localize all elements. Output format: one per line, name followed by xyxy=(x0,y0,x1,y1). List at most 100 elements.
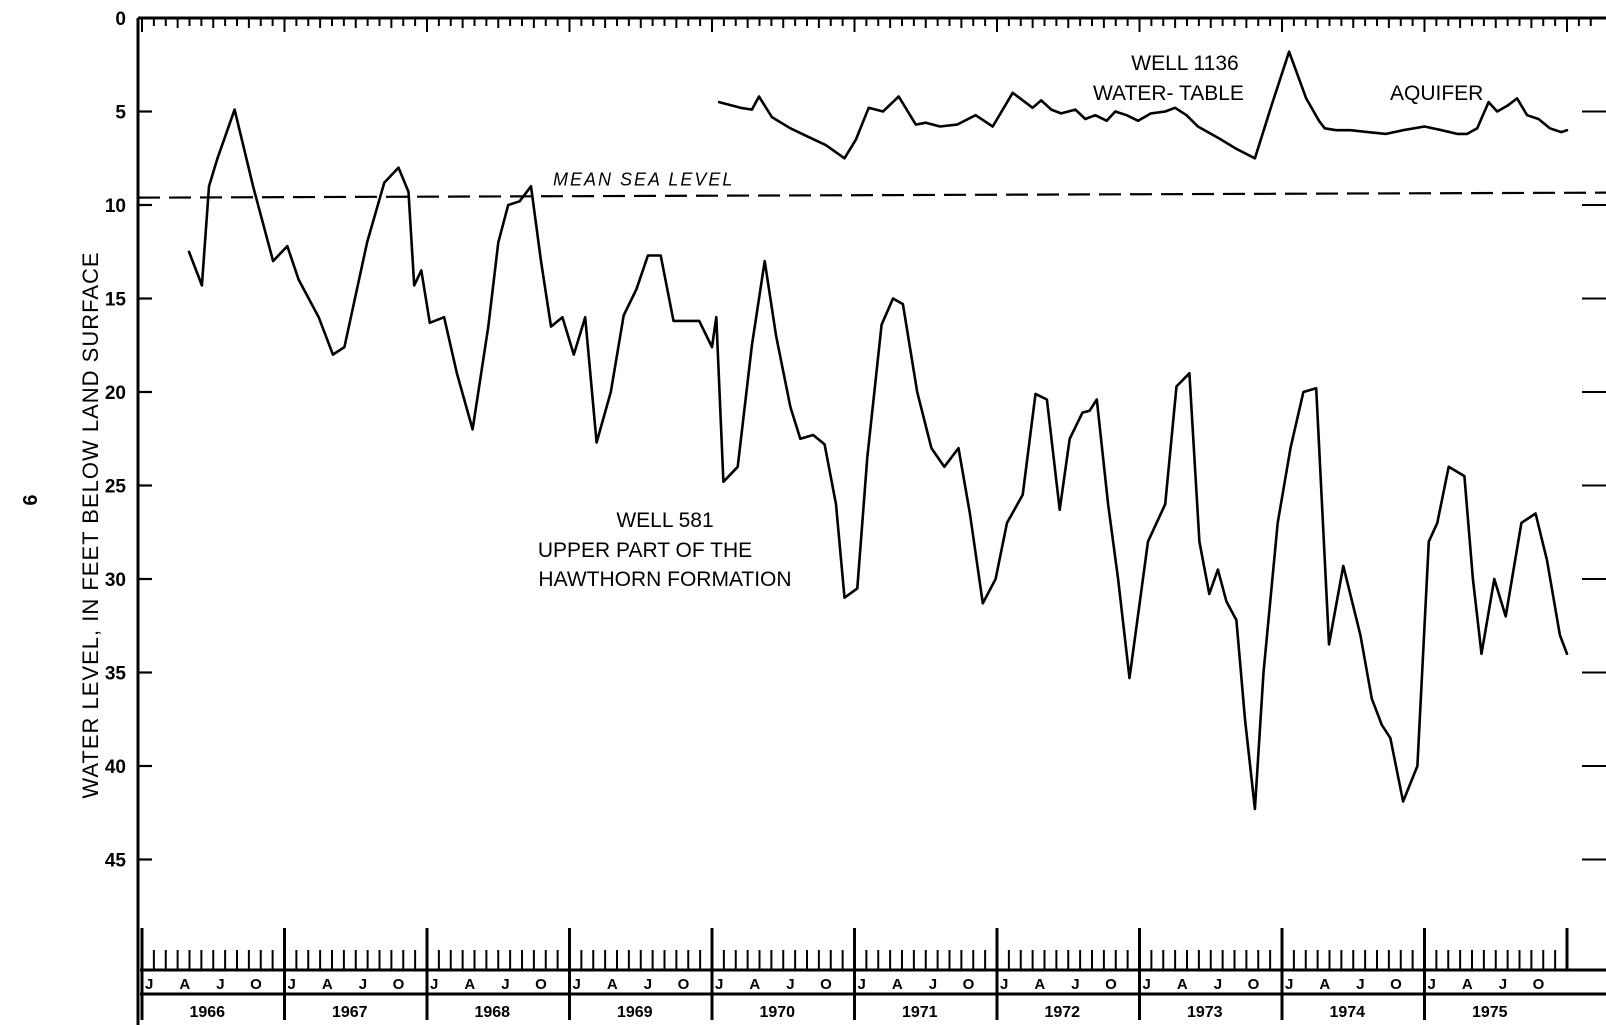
data-point-well1136 xyxy=(1402,129,1404,131)
data-point-well1136 xyxy=(1150,113,1152,115)
data-point-well1136 xyxy=(898,96,900,98)
data-point-well1136 xyxy=(939,126,941,128)
data-point-well581 xyxy=(1263,672,1265,674)
data-point-well581 xyxy=(1290,447,1292,449)
data-point-well581 xyxy=(272,260,274,262)
well-1136-aquifer-label-part2: AQUIFER xyxy=(1390,82,1483,105)
month-label: O xyxy=(535,976,547,993)
data-point-well1136 xyxy=(925,122,927,124)
data-point-well581 xyxy=(1236,619,1238,621)
data-point-well581 xyxy=(1315,387,1317,389)
top-tick-ruler xyxy=(142,18,1591,32)
month-label: A xyxy=(749,976,760,993)
month-label: O xyxy=(1105,976,1117,993)
data-point-well581 xyxy=(799,438,801,440)
data-point-well1136 xyxy=(1084,118,1086,120)
data-point-well581 xyxy=(252,185,254,187)
mean-sea-level-label: MEAN SEA LEVEL xyxy=(553,170,734,190)
data-point-well1136 xyxy=(771,116,773,118)
data-point-well581 xyxy=(1464,475,1466,477)
data-point-well581 xyxy=(1022,494,1024,496)
data-point-well581 xyxy=(1381,724,1383,726)
month-label: A xyxy=(892,976,903,993)
data-point-well1136 xyxy=(1197,126,1199,128)
data-point-well581 xyxy=(1481,653,1483,655)
y-axis-label: WATER LEVEL, IN FEET BELOW LAND SURFACE xyxy=(78,251,103,798)
data-point-well1136 xyxy=(1424,126,1426,128)
data-point-well581 xyxy=(530,185,532,187)
data-point-well581 xyxy=(413,285,415,287)
data-point-well581 xyxy=(208,185,210,187)
data-point-well581 xyxy=(573,354,575,356)
data-point-well581 xyxy=(188,251,190,253)
data-point-well1136 xyxy=(1350,129,1352,131)
data-point-well581 xyxy=(866,457,868,459)
month-label: J xyxy=(1142,976,1150,993)
data-point-well1136 xyxy=(1367,131,1369,133)
y-tick-label: 35 xyxy=(105,664,127,685)
data-point-well1136 xyxy=(740,107,742,109)
month-label: J xyxy=(786,976,794,993)
plot-frame xyxy=(138,18,1606,1025)
month-label: J xyxy=(857,976,865,993)
data-point-well581 xyxy=(519,200,521,202)
y-tick-label: 5 xyxy=(115,103,126,124)
month-label: A xyxy=(179,976,190,993)
year-label: 1969 xyxy=(617,1004,653,1021)
data-point-well581 xyxy=(1244,718,1246,720)
data-point-well581 xyxy=(684,320,686,322)
data-point-well581 xyxy=(1117,578,1119,580)
data-point-well581 xyxy=(562,316,564,318)
data-point-well581 xyxy=(835,503,837,505)
data-point-well581 xyxy=(711,346,713,348)
well-581-formation-line1: UPPER PART OF THE xyxy=(538,539,752,562)
data-point-well581 xyxy=(1006,522,1008,524)
month-label: J xyxy=(1071,976,1079,993)
data-point-well1136 xyxy=(1040,99,1042,101)
month-label: J xyxy=(430,976,438,993)
data-point-well581 xyxy=(1226,601,1228,603)
month-label: O xyxy=(1390,976,1402,993)
data-point-well1136 xyxy=(1126,114,1128,116)
data-point-well581 xyxy=(916,391,918,393)
data-point-well581 xyxy=(902,303,904,305)
data-point-well581 xyxy=(1417,765,1419,767)
data-point-well581 xyxy=(647,255,649,257)
data-point-well1136 xyxy=(1549,127,1551,129)
data-point-well1136 xyxy=(1538,118,1540,120)
data-point-well581 xyxy=(969,513,971,515)
data-point-well581 xyxy=(1342,565,1344,567)
series-layer xyxy=(188,51,1568,810)
data-point-well581 xyxy=(584,316,586,318)
data-point-well581 xyxy=(383,182,385,184)
well-581-title: WELL 581 xyxy=(616,509,713,532)
data-point-well581 xyxy=(1303,391,1305,393)
data-point-well581 xyxy=(1493,578,1495,580)
data-point-well581 xyxy=(790,406,792,408)
data-point-well1136 xyxy=(975,114,977,116)
data-point-well1136 xyxy=(1271,103,1273,105)
data-point-well581 xyxy=(443,316,445,318)
y-tick-label: 25 xyxy=(105,477,127,498)
data-point-well1136 xyxy=(1217,137,1219,139)
data-point-well581 xyxy=(775,335,777,337)
month-label: J xyxy=(715,976,723,993)
data-point-well581 xyxy=(812,434,814,436)
data-point-well581 xyxy=(1069,438,1071,440)
data-point-well1136 xyxy=(1466,133,1468,135)
month-label: J xyxy=(216,976,224,993)
data-point-well581 xyxy=(1254,808,1256,810)
data-point-well1136 xyxy=(1288,51,1290,53)
year-label: 1971 xyxy=(902,1004,938,1021)
data-point-well581 xyxy=(881,324,883,326)
data-point-well581 xyxy=(408,191,410,193)
data-point-well581 xyxy=(1082,412,1084,414)
data-point-well581 xyxy=(715,316,717,318)
data-point-well1136 xyxy=(1012,92,1014,94)
data-point-well581 xyxy=(201,285,203,287)
data-point-well581 xyxy=(764,260,766,262)
data-point-well1136 xyxy=(1385,133,1387,135)
data-point-well581 xyxy=(757,307,759,309)
data-point-well581 xyxy=(958,447,960,449)
